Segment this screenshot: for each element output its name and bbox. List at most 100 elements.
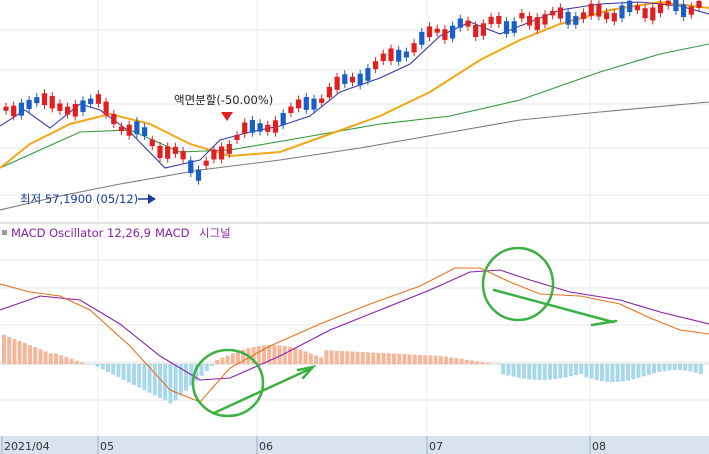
oscillator-bar	[74, 360, 79, 364]
candle-body	[65, 106, 71, 115]
oscillator-bar	[106, 364, 110, 372]
oscillator-bar	[54, 353, 58, 364]
candle-body	[18, 102, 24, 116]
oscillator-bar	[553, 364, 558, 380]
candle-body	[480, 23, 486, 36]
oscillator-bar	[428, 355, 433, 364]
x-axis-band	[0, 436, 709, 454]
oscillator-bar	[314, 355, 318, 364]
oscillator-bar	[48, 353, 53, 364]
oscillator-bar	[324, 350, 329, 364]
legend-macd: MACD	[155, 226, 190, 240]
candle-body	[388, 48, 394, 62]
candle-body	[157, 145, 163, 159]
candle-body	[226, 143, 232, 154]
oscillator-bar	[454, 358, 459, 364]
oscillator-bar	[688, 364, 693, 372]
legend-oscillator: MACD Oscillator 12,26,9	[11, 226, 151, 240]
oscillator-bar	[241, 349, 246, 364]
split-marker-icon	[221, 112, 233, 121]
candle-body	[419, 31, 425, 45]
oscillator-bar	[33, 347, 38, 364]
oscillator-bar	[100, 364, 105, 370]
candle-body	[488, 16, 494, 25]
oscillator-bar	[568, 364, 573, 377]
candle-body	[473, 25, 479, 38]
oscillator-bar	[277, 345, 282, 364]
candle-body	[249, 119, 255, 133]
candle-body	[673, 0, 679, 12]
candle-body	[288, 106, 294, 113]
candle-body	[627, 0, 633, 13]
candle-body	[265, 124, 271, 132]
oscillator-bar	[480, 362, 485, 364]
candle-body	[26, 99, 32, 110]
candle-body	[596, 4, 602, 17]
oscillator-bar	[516, 364, 521, 378]
oscillator-bar	[438, 355, 443, 364]
oscillator-bar	[433, 355, 438, 364]
oscillator-bar	[652, 364, 656, 374]
oscillator-bar	[256, 346, 261, 364]
low-arrow-icon	[148, 194, 156, 204]
oscillator-bar	[288, 346, 292, 364]
candle-body	[542, 14, 548, 25]
oscillator-bar	[199, 364, 204, 376]
candle-body	[95, 94, 101, 104]
ma-line	[0, 0, 709, 169]
oscillator-bar	[69, 358, 74, 364]
candle-body	[565, 11, 571, 25]
candle-body	[580, 12, 587, 19]
x-tick-label: 05	[100, 440, 114, 453]
oscillator-bar	[132, 364, 136, 385]
legend-square-icon	[2, 230, 7, 235]
markup-arrow-down	[492, 288, 618, 327]
candle-body	[550, 10, 556, 16]
oscillator-bar	[111, 364, 116, 375]
oscillator-bar	[116, 364, 121, 378]
oscillator-bar	[376, 352, 381, 364]
oscillator-bar	[672, 364, 677, 371]
price-panel	[0, 0, 709, 211]
candle-body	[403, 51, 409, 58]
candle-body	[188, 160, 194, 174]
split-annotation: 액면분할(-50.00%)	[174, 93, 273, 107]
candle-body	[311, 98, 317, 110]
oscillator-bar	[459, 358, 464, 364]
candle-body	[165, 146, 171, 159]
oscillator-bar	[449, 357, 454, 364]
oscillator-bar	[386, 353, 391, 364]
candle-body	[88, 98, 94, 105]
oscillator-bar	[158, 364, 162, 398]
oscillator-bar	[345, 351, 350, 364]
ma-line	[0, 43, 709, 169]
oscillator-bar	[267, 345, 272, 364]
oscillator-bar	[584, 364, 589, 378]
candle-body	[118, 126, 125, 132]
oscillator-bar	[80, 362, 84, 364]
oscillator-bar	[407, 354, 412, 364]
candle-body	[557, 7, 563, 19]
oscillator-bar	[532, 364, 537, 380]
candle-body	[611, 13, 617, 22]
oscillator-bar	[470, 360, 474, 364]
oscillator-bar	[184, 364, 188, 391]
oscillator-bar	[194, 364, 199, 381]
oscillator-bar	[298, 349, 303, 364]
oscillator-bar	[236, 351, 240, 364]
x-axis: 2021/04 05 06 07 08	[0, 436, 709, 454]
candle-body	[357, 73, 363, 86]
ma-line	[0, 1, 709, 169]
oscillator-bar	[641, 364, 646, 377]
candle-body	[426, 26, 433, 38]
oscillator-bar	[662, 364, 667, 372]
macd-line	[0, 267, 709, 403]
oscillator-bar	[464, 359, 469, 364]
candle-body	[111, 113, 117, 125]
candle-body	[642, 8, 648, 19]
oscillator-bar	[303, 351, 308, 364]
candle-body	[657, 3, 664, 14]
oscillator-bar	[402, 354, 407, 364]
oscillator-bar	[698, 364, 703, 374]
oscillator-bar	[215, 359, 220, 364]
